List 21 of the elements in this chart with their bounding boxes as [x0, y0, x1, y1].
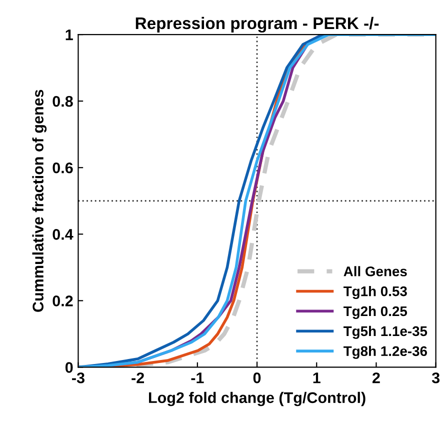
- legend-label: Tg8h 1.2e-36: [344, 346, 427, 359]
- y-tick-label: 0.2: [52, 296, 73, 306]
- y-tick-label: 0.4: [52, 229, 74, 240]
- y-tick-label: 0.6: [52, 162, 73, 174]
- y-tick-label: 0.8: [52, 96, 73, 107]
- x-tick-label: -1: [191, 372, 204, 384]
- legend-label: Tg5h 1.1e-35: [344, 326, 428, 339]
- x-axis-title: Log2 fold change (Tg/Control): [149, 392, 366, 406]
- x-tick-label: -2: [132, 372, 144, 384]
- y-axis-title: Cummulative fraction of genes: [32, 90, 47, 312]
- chart-title: Repression program - PERK -/-: [136, 16, 379, 33]
- legend-label: Tg1h 0.53: [344, 286, 407, 300]
- x-tick-label: -3: [72, 372, 84, 384]
- y-tick-label: 0: [65, 362, 73, 373]
- x-tick-label: 3: [432, 372, 440, 384]
- legend-label: All Genes: [344, 266, 407, 276]
- legend-label: Tg2h 0.25: [344, 306, 408, 319]
- y-tick-label: 1: [66, 30, 73, 40]
- x-tick-label: 1: [313, 372, 320, 384]
- x-tick-label: 2: [372, 372, 380, 384]
- x-tick-label: 0: [253, 372, 261, 384]
